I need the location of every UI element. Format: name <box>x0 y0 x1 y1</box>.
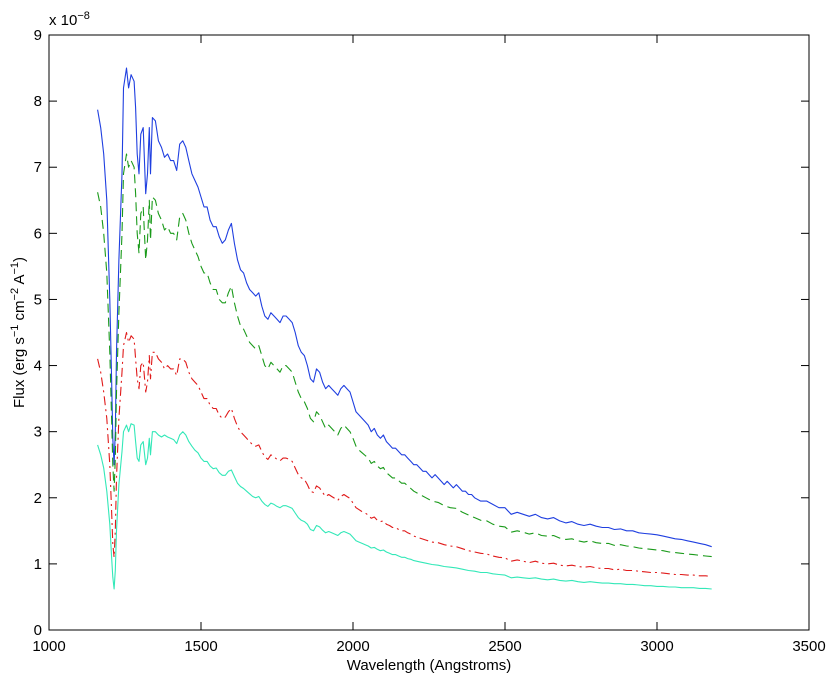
x-tick-label: 1000 <box>32 638 65 655</box>
y-tick-label: 6 <box>34 225 42 242</box>
y-tick-label: 5 <box>34 291 42 308</box>
labels-layer: 1000 1500 2000 2500 3000 3500 0 1 2 3 4 5 6 7 8 9 <box>32 27 825 655</box>
x-axis-label: Wavelength (Angstroms) <box>347 657 512 674</box>
x-tick-label: 3500 <box>792 638 825 655</box>
series-line-4 <box>97 423 712 590</box>
y-tick-label: 4 <box>34 358 42 375</box>
series-line-1 <box>97 67 712 548</box>
y-tick-label: 3 <box>34 424 42 441</box>
series-line-3 <box>97 331 712 578</box>
y-tick-label: 0 <box>34 622 42 639</box>
plot-frame <box>48 34 810 631</box>
y-tick-label: 2 <box>34 490 42 507</box>
x-tick-label: 3000 <box>640 638 673 655</box>
y-axis-label: Flux (erg s−1 cm−2 A−1) <box>9 257 28 408</box>
y-multiplier-label: x 10−8 <box>49 10 90 29</box>
y-tick-label: 9 <box>34 27 42 44</box>
ticks-layer <box>48 34 810 631</box>
y-multiplier-base: x 10 <box>49 12 77 29</box>
x-tick-label: 2000 <box>336 638 369 655</box>
x-tick-label: 2500 <box>488 638 521 655</box>
series-layer <box>97 67 712 590</box>
series-line-2 <box>97 153 712 558</box>
y-tick-label: 1 <box>34 556 42 573</box>
y-multiplier-exponent: −8 <box>77 10 90 22</box>
x-tick-label: 1500 <box>184 638 217 655</box>
y-tick-label: 7 <box>34 159 42 176</box>
y-tick-label: 8 <box>34 93 42 110</box>
